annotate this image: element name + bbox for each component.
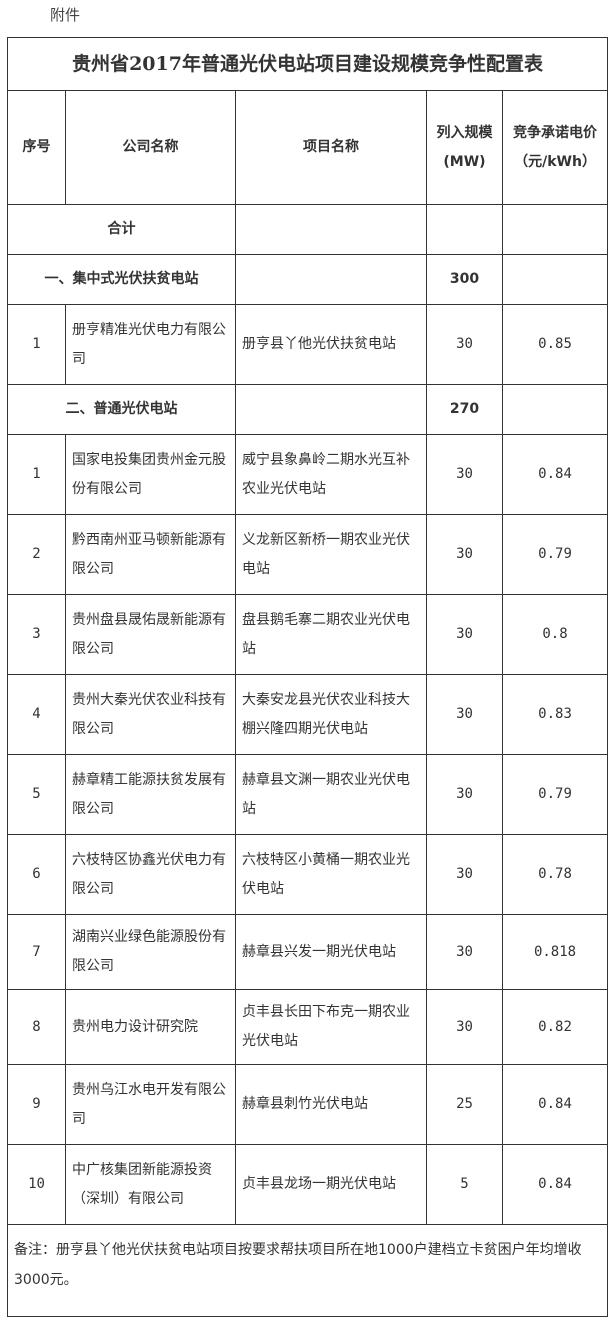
cell-capacity: 30 xyxy=(426,304,503,385)
cell-company: 中广核集团新能源投资（深圳）有限公司 xyxy=(65,1144,236,1225)
cell-company: 六枝特区协鑫光伏电力有限公司 xyxy=(65,834,236,915)
table-row: 1 国家电投集团贵州金元股份有限公司 威宁县象鼻岭二期水光互补农业光伏电站 30 0.8… xyxy=(7,434,609,515)
cell-company: 国家电投集团贵州金元股份有限公司 xyxy=(65,434,236,515)
table-row: 6 六枝特区协鑫光伏电力有限公司 六枝特区小黄桶一期农业光伏电站 30 0.78 xyxy=(7,834,609,915)
section-1-row: 一、集中式光伏扶贫电站 300 xyxy=(7,254,609,305)
section-1-capacity: 300 xyxy=(426,254,503,305)
table-row: 10 中广核集团新能源投资（深圳）有限公司 贞丰县龙场一期光伏电站 5 0.84 xyxy=(7,1144,609,1225)
table-row: 5 赫章精工能源扶贫发展有限公司 赫章县文渊一期农业光伏电站 30 0.79 xyxy=(7,754,609,835)
cell-price: 0.84 xyxy=(501,1064,609,1145)
cell-price: 0.84 xyxy=(501,1144,609,1225)
table-row: 3 贵州盘县晟佑晟新能源有限公司 盘县鹅毛寨二期农业光伏电站 30 0.8 xyxy=(7,594,609,675)
cell-seq: 10 xyxy=(7,1144,66,1225)
cell-company: 湖南兴业绿色能源股份有限公司 xyxy=(65,914,236,990)
cell-capacity: 30 xyxy=(426,989,503,1065)
cell-seq: 9 xyxy=(7,1064,66,1145)
cell-price: 0.8 xyxy=(501,594,609,675)
cell-price: 0.78 xyxy=(501,834,609,915)
cell-company: 册亨精准光伏电力有限公司 xyxy=(65,304,236,385)
header-project: 项目名称 xyxy=(235,90,427,205)
cell-capacity: 30 xyxy=(426,674,503,755)
section-2-body: 1 国家电投集团贵州金元股份有限公司 威宁县象鼻岭二期水光互补农业光伏电站 30 0.8… xyxy=(7,434,609,1225)
table-row: 1 册亨精准光伏电力有限公司 册亨县丫他光伏扶贫电站 30 0.85 xyxy=(7,304,609,385)
cell-capacity: 30 xyxy=(426,914,503,990)
header-row: 序号 公司名称 项目名称 列入规模(MW) 竞争承诺电价（元/kWh） xyxy=(7,90,609,205)
cell-company: 贵州盘县晟佑晟新能源有限公司 xyxy=(65,594,236,675)
cell-project: 赫章县兴发一期光伏电站 xyxy=(235,914,427,990)
cell-price: 0.82 xyxy=(501,989,609,1065)
total-row: 合计 xyxy=(7,204,609,255)
header-capacity: 列入规模(MW) xyxy=(426,90,503,205)
table-row: 4 贵州大秦光伏农业科技有限公司 大秦安龙县光伏农业科技大棚兴隆四期光伏电站 30 0.… xyxy=(7,674,609,755)
cell-project: 盘县鹅毛寨二期农业光伏电站 xyxy=(235,594,427,675)
cell-project: 赫章县文渊一期农业光伏电站 xyxy=(235,754,427,835)
section-1-label: 一、集中式光伏扶贫电站 xyxy=(7,254,236,305)
cell-capacity: 30 xyxy=(426,594,503,675)
attachment-label: 附件 xyxy=(50,6,81,24)
cell-capacity: 30 xyxy=(426,434,503,515)
allocation-table: 贵州省2017年普通光伏电站项目建设规模竞争性配置表 序号 公司名称 项目名称 … xyxy=(6,37,609,1317)
cell-project: 义龙新区新桥一期农业光伏电站 xyxy=(235,514,427,595)
cell-seq: 4 xyxy=(7,674,66,755)
cell-company: 贵州大秦光伏农业科技有限公司 xyxy=(65,674,236,755)
table-row: 7 湖南兴业绿色能源股份有限公司 赫章县兴发一期光伏电站 30 0.818 xyxy=(7,914,609,990)
cell-company: 黔西南州亚马顿新能源有限公司 xyxy=(65,514,236,595)
cell-seq: 2 xyxy=(7,514,66,595)
cell-company: 贵州乌江水电开发有限公司 xyxy=(65,1064,236,1145)
cell-seq: 1 xyxy=(7,434,66,515)
cell-capacity: 25 xyxy=(426,1064,503,1145)
table-title: 贵州省2017年普通光伏电站项目建设规模竞争性配置表 xyxy=(6,37,609,91)
section-2-row: 二、普通光伏电站 270 xyxy=(7,384,609,435)
cell-seq: 7 xyxy=(7,914,66,990)
cell-price: 0.85 xyxy=(501,304,609,385)
cell-seq: 5 xyxy=(7,754,66,835)
header-company: 公司名称 xyxy=(65,90,236,205)
cell-seq: 6 xyxy=(7,834,66,915)
cell-capacity: 5 xyxy=(426,1144,503,1225)
cell-seq: 3 xyxy=(7,594,66,675)
title-row: 贵州省2017年普通光伏电站项目建设规模竞争性配置表 xyxy=(6,37,609,91)
header-price: 竞争承诺电价（元/kWh） xyxy=(501,90,609,205)
total-label: 合计 xyxy=(7,204,236,255)
table-row: 9 贵州乌江水电开发有限公司 赫章县刺竹光伏电站 25 0.84 xyxy=(7,1064,609,1145)
cell-seq: 1 xyxy=(7,304,66,385)
cell-project: 册亨县丫他光伏扶贫电站 xyxy=(235,304,427,385)
cell-seq: 8 xyxy=(7,989,66,1065)
cell-project: 贞丰县长田下布克一期农业光伏电站 xyxy=(235,989,427,1065)
section-2-label: 二、普通光伏电站 xyxy=(7,384,236,435)
cell-capacity: 30 xyxy=(426,834,503,915)
cell-price: 0.84 xyxy=(501,434,609,515)
cell-price: 0.83 xyxy=(501,674,609,755)
cell-price: 0.818 xyxy=(501,914,609,990)
cell-company: 贵州电力设计研究院 xyxy=(65,989,236,1065)
note-text: 备注：册亨县丫他光伏扶贫电站项目按要求帮扶项目所在地1000户建档立卡贫困户年均… xyxy=(6,1224,609,1317)
cell-capacity: 30 xyxy=(426,514,503,595)
table-row: 2 黔西南州亚马顿新能源有限公司 义龙新区新桥一期农业光伏电站 30 0.79 xyxy=(7,514,609,595)
cell-capacity: 30 xyxy=(426,754,503,835)
cell-project: 赫章县刺竹光伏电站 xyxy=(235,1064,427,1145)
section-2-capacity: 270 xyxy=(426,384,503,435)
header-seq: 序号 xyxy=(7,90,66,205)
note-row: 备注：册亨县丫他光伏扶贫电站项目按要求帮扶项目所在地1000户建档立卡贫困户年均… xyxy=(6,1224,609,1317)
cell-project: 贞丰县龙场一期光伏电站 xyxy=(235,1144,427,1225)
cell-price: 0.79 xyxy=(501,514,609,595)
cell-price: 0.79 xyxy=(501,754,609,835)
cell-project: 六枝特区小黄桶一期农业光伏电站 xyxy=(235,834,427,915)
cell-company: 赫章精工能源扶贫发展有限公司 xyxy=(65,754,236,835)
cell-project: 威宁县象鼻岭二期水光互补农业光伏电站 xyxy=(235,434,427,515)
section-1-body: 1 册亨精准光伏电力有限公司 册亨县丫他光伏扶贫电站 30 0.85 xyxy=(7,304,609,385)
table-row: 8 贵州电力设计研究院 贞丰县长田下布克一期农业光伏电站 30 0.82 xyxy=(7,989,609,1065)
cell-project: 大秦安龙县光伏农业科技大棚兴隆四期光伏电站 xyxy=(235,674,427,755)
